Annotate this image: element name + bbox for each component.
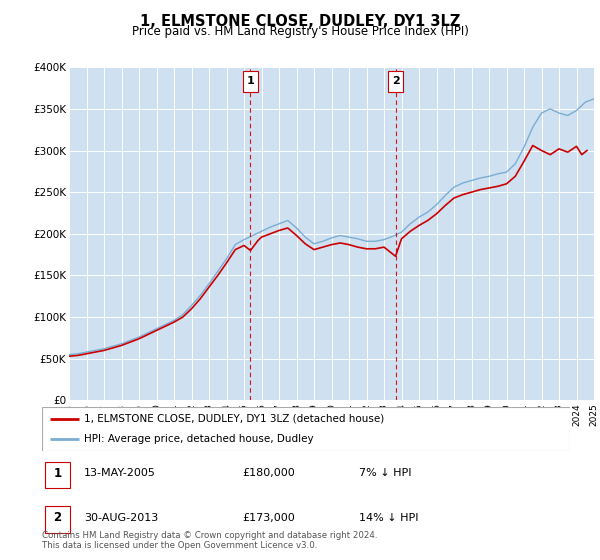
- Text: HPI: Average price, detached house, Dudley: HPI: Average price, detached house, Dudl…: [84, 434, 314, 444]
- Text: 30-AUG-2013: 30-AUG-2013: [84, 513, 158, 523]
- Text: 1, ELMSTONE CLOSE, DUDLEY, DY1 3LZ (detached house): 1, ELMSTONE CLOSE, DUDLEY, DY1 3LZ (deta…: [84, 414, 385, 424]
- Text: 14% ↓ HPI: 14% ↓ HPI: [359, 513, 418, 523]
- Text: 7% ↓ HPI: 7% ↓ HPI: [359, 468, 412, 478]
- Text: 1, ELMSTONE CLOSE, DUDLEY, DY1 3LZ: 1, ELMSTONE CLOSE, DUDLEY, DY1 3LZ: [140, 14, 460, 29]
- Text: Contains HM Land Registry data © Crown copyright and database right 2024.
This d: Contains HM Land Registry data © Crown c…: [42, 530, 377, 550]
- FancyBboxPatch shape: [242, 71, 259, 92]
- FancyBboxPatch shape: [388, 71, 403, 92]
- Text: £180,000: £180,000: [242, 468, 295, 478]
- Text: 2: 2: [53, 511, 61, 524]
- Text: 1: 1: [53, 466, 61, 479]
- Text: 1: 1: [247, 76, 254, 86]
- FancyBboxPatch shape: [44, 461, 70, 488]
- Text: 2: 2: [392, 76, 400, 86]
- FancyBboxPatch shape: [42, 407, 570, 451]
- Text: £173,000: £173,000: [242, 513, 295, 523]
- Text: Price paid vs. HM Land Registry's House Price Index (HPI): Price paid vs. HM Land Registry's House …: [131, 25, 469, 38]
- Text: 13-MAY-2005: 13-MAY-2005: [84, 468, 156, 478]
- FancyBboxPatch shape: [44, 506, 70, 533]
